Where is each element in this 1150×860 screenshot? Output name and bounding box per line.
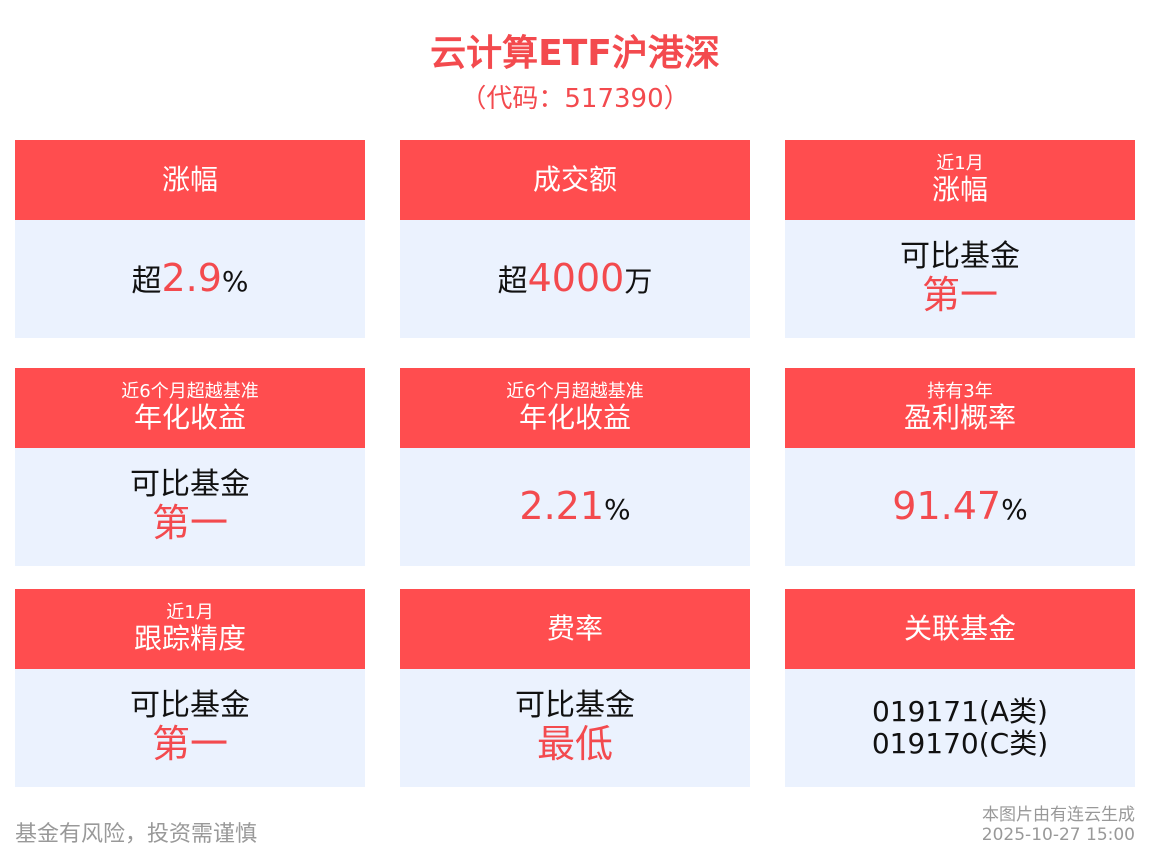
card-header: 关联基金 [785,589,1135,669]
value-number: 2.21 [519,484,604,529]
card-header-qualifier: 持有3年 [927,380,993,402]
card-header: 持有3年 盈利概率 [785,368,1135,448]
metric-card: 近6个月超越基准 年化收益 可比基金 第一 [15,368,365,566]
rank-value: 第一 [151,722,228,767]
card-header-label: 涨幅 [931,173,988,207]
rank-value: 第一 [921,273,998,318]
card-header-label: 关联基金 [903,611,1016,645]
card-header-label: 费率 [546,611,603,645]
value-unit: % [221,265,249,299]
metric-card: 持有3年 盈利概率 91.47% [785,368,1135,566]
card-header-label: 年化收益 [518,401,631,435]
card-body: 可比基金 第一 [15,448,365,566]
fund-code: （代码：517390） [460,84,690,114]
card-header-qualifier: 近6个月超越基准 [506,380,644,402]
metric-card: 近6个月超越基准 年化收益 2.21% [400,368,750,566]
metric-value: 超2.9% [131,256,249,301]
rank-label: 可比基金 [900,238,1020,274]
metric-card: 涨幅超2.9% [15,140,365,338]
metric-value: 91.47% [892,484,1028,529]
card-header-label: 涨幅 [161,162,218,196]
metric-card: 关联基金 019171(A类) 019170(C类) [785,589,1135,787]
rank-label: 可比基金 [130,466,250,502]
value-unit: % [604,493,631,527]
card-header: 近1月 涨幅 [785,140,1135,220]
card-header-label: 盈利概率 [903,401,1016,435]
metric-card: 近1月 跟踪精度 可比基金 第一 [15,589,365,787]
card-header: 费率 [400,589,750,669]
card-header-qualifier: 近1月 [166,601,214,623]
card-header: 涨幅 [15,140,365,220]
source-text: 本图片由有连云生成 [982,805,1135,825]
value-number: 91.47 [892,484,1002,529]
card-body: 可比基金 第一 [15,669,365,787]
metric-value: 超4000万 [497,256,653,301]
card-body: 超4000万 [400,220,750,338]
card-body: 2.21% [400,448,750,566]
metric-value: 2.21% [519,484,631,529]
rank-label: 可比基金 [515,687,635,723]
card-header: 近6个月超越基准 年化收益 [400,368,750,448]
metric-card: 成交额超4000万 [400,140,750,338]
rank-label: 可比基金 [130,687,250,723]
risk-disclaimer: 基金有风险，投资需谨慎 [15,822,258,847]
card-body: 可比基金 第一 [785,220,1135,338]
timestamp: 2025-10-27 15:00 [981,824,1135,845]
card-body: 019171(A类) 019170(C类) [785,669,1135,787]
related-fund-code: 019170(C类) [871,727,1049,760]
card-header-qualifier: 近1月 [936,152,984,174]
card-body: 91.47% [785,448,1135,566]
value-number: 4000 [527,256,625,301]
page-title: 云计算ETF沪港深 [430,33,720,74]
value-unit: 万 [624,265,653,299]
card-body: 超2.9% [15,220,365,338]
card-header-label: 跟踪精度 [133,622,246,656]
rank-value: 第一 [151,501,228,546]
card-header: 近1月 跟踪精度 [15,589,365,669]
related-fund-code: 019171(A类) [872,694,1048,728]
value-unit: % [1001,493,1028,527]
card-header: 近6个月超越基准 年化收益 [15,368,365,448]
metric-card: 费率 可比基金 最低 [400,589,750,787]
card-header-label: 成交额 [532,162,617,196]
footer-source: 本图片由有连云生成 2025-10-27 15:00 [981,805,1135,845]
rank-value: 最低 [536,722,613,767]
card-body: 可比基金 最低 [400,669,750,787]
metric-card: 近1月 涨幅 可比基金 第一 [785,140,1135,338]
card-header: 成交额 [400,140,750,220]
value-number: 2.9 [161,256,222,301]
value-prefix: 超 [131,264,162,300]
card-header-qualifier: 近6个月超越基准 [121,380,259,402]
value-prefix: 超 [497,264,528,300]
card-header-label: 年化收益 [133,401,246,435]
